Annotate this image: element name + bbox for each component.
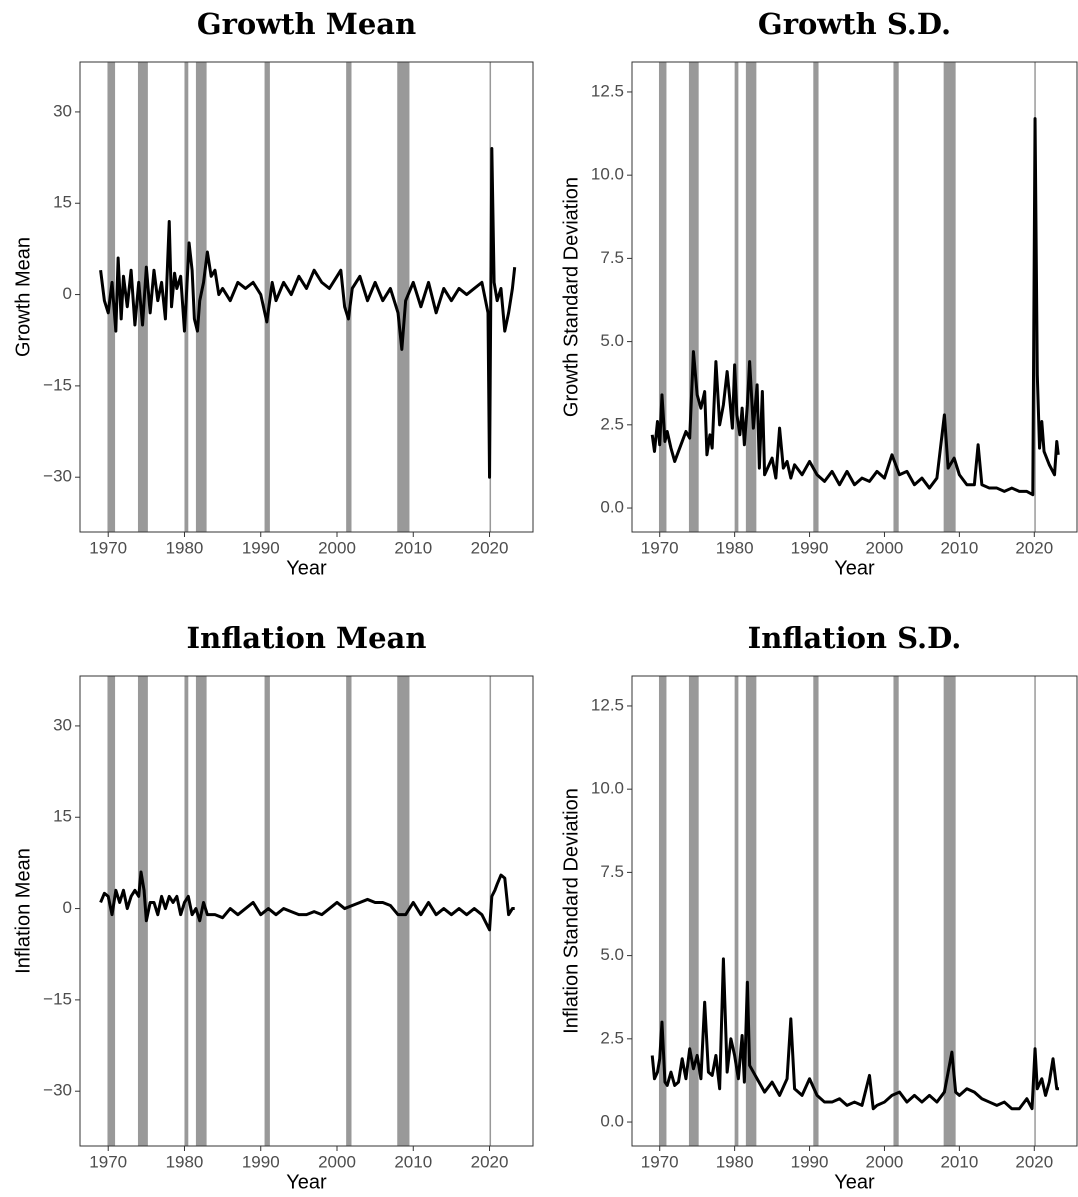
data-line [650,117,1060,497]
panel-title: Inflation Mean [187,621,427,655]
recession-band [893,676,899,1146]
recession-band [943,62,956,532]
recession-band [658,62,667,532]
x-tick-label: 2020 [1015,538,1053,557]
y-tick-label: 12.5 [591,695,624,714]
x-tick-label: 1970 [89,1152,127,1171]
plot-border [79,675,534,1147]
x-tick-label: 2000 [318,1152,356,1171]
recession-band [734,676,739,1146]
x-tick-label: 2000 [318,538,356,557]
y-tick-label: 15 [53,807,72,826]
y-tick-label: −15 [43,375,72,394]
recession-band [658,676,667,1146]
y-tick-label: −30 [43,1081,72,1100]
data-line [99,870,515,932]
x-tick-label: 2020 [471,1152,509,1171]
y-axis-label: Inflation Mean [12,848,34,974]
y-tick-label: 0.0 [600,1112,624,1131]
recession-band [813,62,819,532]
recession-band [734,62,739,532]
y-tick-label: 5.0 [600,945,624,964]
recession-band [346,676,352,1146]
x-axis-label: Year [286,1171,327,1193]
x-tick-label: 1970 [89,538,127,557]
recession-band [688,676,699,1146]
panel-title: Inflation S.D. [748,621,962,655]
x-tick-label: 2020 [471,538,509,557]
x-axis-label: Year [834,1171,875,1193]
y-tick-label: 0 [63,898,72,917]
y-tick-label: 30 [53,101,72,120]
panel-title: Growth Mean [197,7,416,41]
x-tick-label: 2000 [866,538,904,557]
y-tick-label: 7.5 [600,248,624,267]
x-tick-label: 2010 [394,538,432,557]
recession-band [745,62,757,532]
data-line [650,957,1060,1111]
plot-border [631,61,1078,533]
recession-band [397,676,410,1146]
x-tick-label: 1980 [166,538,204,557]
panel-title: Growth S.D. [758,7,951,41]
recession-band [813,676,819,1146]
x-tick-label: 2010 [940,1152,978,1171]
recession-band [137,676,148,1146]
recession-band [1034,676,1036,1146]
x-tick-label: 1990 [791,538,829,557]
x-tick-label: 2020 [1015,1152,1053,1171]
x-axis-label: Year [834,557,875,579]
recession-band [264,62,270,532]
recession-band [943,676,956,1146]
y-tick-label: 15 [53,193,72,212]
x-tick-label: 2010 [394,1152,432,1171]
y-axis-label: Inflation Standard Deviation [560,788,582,1034]
recession-band [397,62,410,532]
y-tick-label: 0 [63,284,72,303]
recession-band [688,62,699,532]
y-tick-label: 5.0 [600,331,624,350]
y-tick-label: 2.5 [600,1028,624,1047]
x-tick-label: 1980 [716,538,754,557]
y-tick-label: 10.0 [591,779,624,798]
x-axis-label: Year [286,557,327,579]
data-line [99,146,517,479]
recession-band [745,676,757,1146]
x-tick-label: 1970 [641,538,679,557]
x-tick-label: 1970 [641,1152,679,1171]
x-tick-label: 1980 [166,1152,204,1171]
recession-band [346,62,352,532]
y-tick-label: 10.0 [591,165,624,184]
y-tick-label: −15 [43,989,72,1008]
y-tick-label: 30 [53,715,72,734]
y-tick-label: −30 [43,467,72,486]
y-tick-label: 7.5 [600,862,624,881]
y-axis-label: Growth Mean [12,237,34,357]
x-tick-label: 1980 [716,1152,754,1171]
plot-border [631,675,1078,1147]
x-tick-label: 1990 [242,538,280,557]
x-tick-label: 2010 [940,538,978,557]
recession-band [184,676,189,1146]
x-tick-label: 2000 [866,1152,904,1171]
plot-border [79,61,534,533]
y-tick-label: 2.5 [600,414,624,433]
x-tick-label: 1990 [791,1152,829,1171]
y-tick-label: 12.5 [591,81,624,100]
y-tick-label: 0.0 [600,498,624,517]
recession-band [893,62,899,532]
x-tick-label: 1990 [242,1152,280,1171]
y-axis-label: Growth Standard Deviation [560,177,582,417]
